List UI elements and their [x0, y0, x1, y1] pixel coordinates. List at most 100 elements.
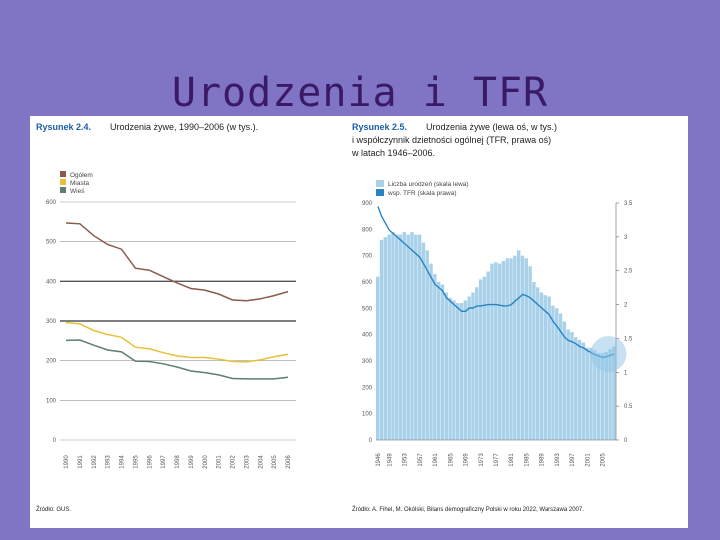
births-bar	[471, 292, 475, 440]
x-tick-label-right: 1997	[570, 453, 576, 467]
left-source: Źródło: GUS.	[36, 506, 71, 513]
x-tick-label-right: 1949	[387, 453, 393, 467]
births-bar	[570, 332, 574, 440]
births-bar	[463, 300, 468, 440]
legend-births: Liczba urodzeń (skala lewa)	[388, 181, 469, 188]
births-bar	[539, 292, 544, 440]
y-tick-label-left: 500	[46, 240, 57, 246]
births-bar	[581, 342, 586, 440]
right-fig-title-line1: Urodzenia żywe (lewa oś, w tys.)	[426, 122, 557, 132]
y-tick-label-left-axis: 400	[362, 333, 373, 339]
series-line-miasta	[65, 321, 289, 363]
births-bar	[475, 287, 479, 440]
legend-miasta: Miasta	[70, 180, 90, 187]
x-tick-label-right: 2005	[601, 453, 607, 467]
y-tick-label-left-axis: 700	[362, 254, 373, 260]
births-bar	[547, 296, 551, 440]
births-bar	[520, 255, 525, 440]
y-tick-label-left: 100	[46, 398, 57, 404]
x-tick-label-left: 1998	[175, 455, 181, 469]
births-bar	[562, 321, 567, 440]
left-chart: 0 100 200 300 400 500 600 1990 1991 1992 1993 1994 1…	[46, 200, 296, 469]
tfr-line	[377, 206, 615, 359]
x-tick-label-left: 1996	[147, 455, 153, 469]
births-bar	[505, 258, 509, 440]
births-bar	[482, 276, 487, 440]
births-bar	[585, 347, 589, 440]
births-bar	[421, 242, 426, 440]
legend-swatch-tfr	[376, 189, 384, 196]
x-tick-label-left: 2004	[258, 455, 264, 469]
right-legend: Liczba urodzeń (skala lewa) wsp. TFR (sk…	[376, 180, 469, 197]
x-tick-label-left: 1993	[106, 455, 112, 469]
x-tick-label-right: 1989	[540, 453, 546, 467]
x-tick-label-right: 1957	[418, 453, 424, 467]
births-bar	[543, 295, 548, 440]
births-bar	[395, 234, 399, 440]
births-bar	[433, 274, 437, 440]
x-tick-label-right: 1961	[433, 453, 439, 467]
births-bar	[516, 250, 521, 440]
right-fig-title-line2: i współczynnik dzietności ogólnej (TFR, …	[352, 135, 551, 145]
y-tick-label-left-axis: 600	[362, 280, 373, 286]
y-tick-label-right-axis: 0.5	[624, 404, 633, 410]
y-tick-label-right-axis: 0	[624, 438, 628, 444]
births-bar	[532, 282, 536, 440]
left-fig-title: Urodzenia żywe, 1990–2006 (w tys.).	[110, 122, 258, 132]
births-bar	[536, 287, 540, 440]
y-tick-label-left: 0	[53, 438, 57, 444]
x-tick-label-left: 2003	[244, 455, 250, 469]
births-bar	[425, 250, 429, 440]
x-tick-label-right: 1973	[479, 453, 485, 467]
x-tick-label-right: 1965	[448, 453, 454, 467]
x-tick-label-left: 1997	[161, 455, 167, 469]
births-bar	[456, 303, 460, 440]
figure-panel: Rysunek 2.4. Urodzenia żywe, 1990–2006 (…	[30, 116, 688, 528]
y-tick-label-left-axis: 0	[369, 438, 373, 444]
right-chart: 0 100 200 300 400 500 600 700 800 900 0 0.5 1 1.5 2 2.5…	[362, 201, 633, 467]
births-bar	[448, 297, 452, 440]
births-bar	[444, 292, 448, 440]
y-tick-label-left: 600	[46, 200, 57, 206]
births-bar	[497, 263, 502, 440]
x-tick-label-right: 1969	[464, 453, 470, 467]
x-tick-label-left: 1999	[189, 455, 195, 469]
y-tick-label-left: 200	[46, 359, 57, 365]
x-tick-label-right: 1985	[524, 453, 530, 467]
births-bar	[410, 232, 414, 440]
births-bar	[429, 263, 433, 440]
births-bar	[440, 284, 445, 440]
births-bar	[555, 308, 559, 440]
legend-swatch-miasta	[60, 179, 66, 185]
x-tick-label-right: 2001	[585, 453, 591, 467]
births-bar	[478, 279, 483, 440]
x-tick-label-right: 1981	[509, 453, 515, 467]
births-bar	[494, 262, 498, 441]
y-tick-label-right-axis: 1	[624, 370, 628, 376]
left-fig-label: Rysunek 2.4.	[36, 122, 91, 132]
births-bar	[486, 271, 490, 440]
births-bar	[501, 260, 506, 440]
x-tick-label-left: 2001	[217, 455, 223, 469]
y-tick-label-right-axis: 3	[624, 235, 628, 241]
legend-ogolem: Ogółem	[70, 172, 93, 179]
births-bar	[612, 346, 616, 440]
births-bar	[376, 276, 380, 440]
births-bar	[558, 313, 563, 440]
births-bar	[436, 282, 441, 440]
slide-title: Urodzenia i TFR	[171, 70, 549, 116]
births-bar	[490, 263, 494, 440]
births-bar	[398, 234, 403, 440]
y-tick-label-left: 300	[46, 319, 57, 325]
births-bar	[574, 337, 578, 440]
y-tick-label-left: 400	[46, 279, 57, 285]
y-tick-label-right-axis: 2.5	[624, 269, 633, 275]
births-bar	[417, 234, 422, 440]
x-tick-label-left: 1995	[133, 455, 139, 469]
births-bar	[596, 353, 601, 440]
right-source: Źródło: A. Fihel, M. Okólski, Bilans dem…	[352, 506, 584, 513]
y-tick-label-left-axis: 200	[362, 385, 373, 391]
x-tick-label-left: 2005	[272, 455, 278, 469]
y-tick-label-right-axis: 1.5	[624, 336, 633, 342]
y-tick-label-right-axis: 3.5	[624, 201, 633, 207]
